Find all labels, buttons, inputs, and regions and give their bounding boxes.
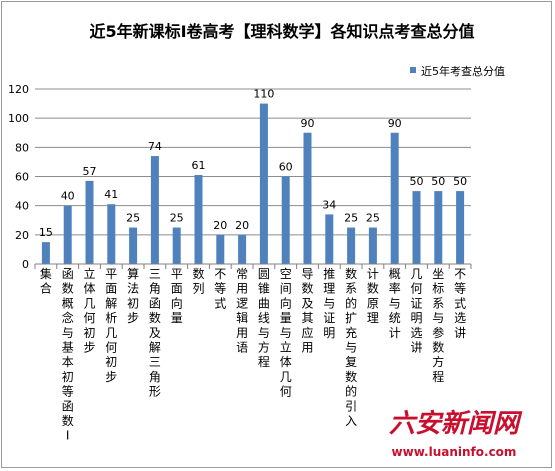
y-tick-label: 20 <box>15 229 29 242</box>
data-label: 61 <box>192 159 206 172</box>
chart-title: 近5年新课标I卷高考【理科数学】各知识点考查总分值 <box>89 22 474 41</box>
bar <box>216 234 225 264</box>
legend: 近5年考查总分值 <box>410 64 505 78</box>
bar <box>107 204 116 264</box>
x-tick-label: 函数概念与基本初等函数 I <box>62 267 74 443</box>
data-labels: 15 40 57 41 25 74 25 61 20 20 110 60 90 34 25 25 90 50 50 5… <box>39 88 467 240</box>
data-label: 110 <box>253 88 274 101</box>
x-tick-label: 集合 <box>40 266 52 296</box>
y-axis-ticks: 0 20 40 60 80 100 120 <box>8 83 29 271</box>
legend-label: 近5年考查总分值 <box>421 64 505 78</box>
data-label: 15 <box>39 226 53 239</box>
bar <box>456 191 465 264</box>
x-tick-label: 圆锥曲线与方程 <box>258 267 270 369</box>
bar <box>259 103 268 264</box>
y-tick-label: 0 <box>22 258 29 271</box>
data-label: 90 <box>301 117 315 130</box>
bar <box>325 214 334 264</box>
data-label: 50 <box>453 175 467 188</box>
data-label: 25 <box>170 212 184 225</box>
x-tick-label: 立体几何初步 <box>83 266 95 355</box>
bar <box>281 176 290 264</box>
data-label: 74 <box>148 140 162 153</box>
x-tick-label: 算法初步 <box>127 266 139 325</box>
gridlines <box>35 88 471 236</box>
data-label: 57 <box>83 165 97 178</box>
data-label: 40 <box>61 190 75 203</box>
bar <box>150 156 159 264</box>
bar <box>412 191 421 264</box>
data-label: 34 <box>322 198 336 211</box>
watermark-logo-text: 六安新闻网 <box>389 409 523 439</box>
data-label: 50 <box>410 175 424 188</box>
x-tick-label: 几何证明选讲 <box>410 267 422 355</box>
x-tick-label: 空间向量与立体几何 <box>280 267 292 399</box>
x-tick-label: 坐标系与参数方程 <box>432 267 444 384</box>
x-tick-label: 导数及其应用 <box>301 267 313 355</box>
y-tick-label: 80 <box>15 141 29 154</box>
x-tick-label: 平面向量 <box>171 267 183 325</box>
x-tick-label: 平面解析几何初步 <box>105 267 117 384</box>
data-label: 50 <box>431 175 445 188</box>
legend-swatch <box>410 67 416 73</box>
data-label: 41 <box>104 188 118 201</box>
bar <box>41 242 50 264</box>
x-tick-label: 三角函数及解三角形 <box>149 267 161 399</box>
bar <box>129 227 138 264</box>
x-tick-label: 不等式选讲 <box>454 267 466 340</box>
watermark-url: www.luaninfo.com <box>392 445 517 459</box>
data-label: 25 <box>366 212 380 225</box>
x-tick-label: 概率与统计 <box>389 267 401 340</box>
data-label: 20 <box>235 219 249 232</box>
bars <box>41 103 465 264</box>
bar <box>172 227 181 264</box>
bar <box>434 191 443 264</box>
data-label: 60 <box>279 161 293 174</box>
bar <box>194 175 203 264</box>
y-tick-label: 100 <box>8 112 29 125</box>
x-tick-label: 推理与证明 <box>323 267 335 340</box>
y-tick-label: 40 <box>15 200 29 213</box>
x-tick-label: 数系的扩充与复数的引入 <box>345 266 357 428</box>
bar <box>63 205 72 264</box>
data-label: 90 <box>388 117 402 130</box>
bar <box>303 132 312 264</box>
x-tick-label: 数列 <box>192 266 204 296</box>
data-label: 25 <box>344 212 358 225</box>
bar <box>85 180 94 264</box>
bar <box>347 227 356 264</box>
x-tick-label: 常用逻辑用语 <box>236 267 248 355</box>
data-label: 20 <box>213 219 227 232</box>
x-tick-label: 不等式 <box>214 267 226 310</box>
watermark-logo: 六安新闻网 www.luaninfo.com <box>389 409 523 459</box>
y-tick-label: 60 <box>15 171 29 184</box>
x-tick-label: 计数原理 <box>367 267 379 325</box>
bar <box>390 132 399 264</box>
data-label: 25 <box>126 212 140 225</box>
y-tick-label: 120 <box>8 83 29 96</box>
bar <box>368 227 377 264</box>
bar <box>238 234 247 264</box>
